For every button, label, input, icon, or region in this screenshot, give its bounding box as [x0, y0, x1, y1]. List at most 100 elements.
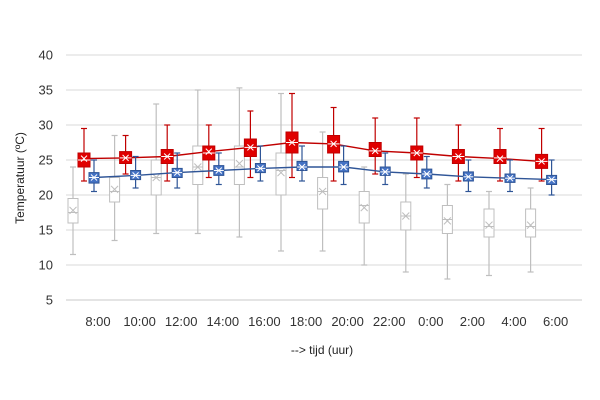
mean-marker	[371, 147, 379, 155]
mean-marker	[506, 174, 514, 182]
box	[213, 152, 225, 186]
box-iqr	[525, 208, 537, 238]
box	[296, 145, 308, 182]
box	[233, 87, 245, 238]
box-iqr	[233, 145, 245, 185]
mean-marker	[288, 139, 296, 146]
series-1	[77, 92, 549, 182]
box	[535, 127, 549, 182]
box-iqr	[483, 208, 495, 238]
x-tick-label: 2:00	[460, 314, 485, 329]
box	[451, 124, 465, 182]
mean-marker	[360, 203, 369, 212]
mean-marker	[173, 169, 181, 176]
x-tick-label: 16:00	[248, 314, 281, 329]
box	[317, 131, 329, 252]
mean-line	[93, 166, 552, 181]
x-tick-label: 0:00	[418, 314, 443, 329]
mean-marker	[205, 148, 213, 155]
box	[525, 187, 537, 273]
box	[462, 159, 474, 193]
x-tick-label: 6:00	[543, 314, 568, 329]
box	[504, 159, 516, 193]
box	[130, 155, 142, 189]
box	[254, 145, 266, 182]
box	[493, 127, 507, 182]
x-tick-label: 4:00	[501, 314, 526, 329]
mean-marker	[247, 144, 254, 151]
box	[88, 159, 100, 193]
mean-marker	[496, 155, 504, 162]
y-tick-labels: 5 10 15 20 25 30 35 40	[39, 48, 53, 308]
mean-marker	[548, 176, 555, 183]
box	[285, 92, 299, 179]
box	[192, 89, 204, 235]
mean-marker	[257, 165, 264, 172]
box	[171, 152, 183, 189]
mean-marker	[330, 140, 337, 148]
box	[358, 166, 370, 266]
box-iqr	[192, 145, 204, 185]
y-tick-label: 40	[39, 48, 53, 63]
series-2	[88, 145, 558, 196]
mean-marker	[80, 155, 88, 162]
box	[202, 124, 216, 179]
box-iqr	[317, 177, 329, 210]
mean-marker	[215, 167, 223, 174]
mean-marker	[235, 159, 244, 168]
mean-marker	[485, 221, 493, 229]
series-0	[67, 87, 537, 280]
mean-marker	[381, 168, 389, 176]
mean-marker	[152, 173, 161, 182]
box	[546, 159, 558, 196]
box	[368, 117, 382, 175]
y-tick-label: 5	[46, 293, 53, 308]
y-tick-label: 15	[39, 223, 53, 238]
mean-marker	[193, 163, 202, 171]
mean-marker	[69, 206, 77, 215]
x-tick-labels: 8:00 10:00 12:00 14:00 16:00 18:00 20:00 22:00 0…	[85, 314, 568, 329]
mean-marker	[163, 153, 171, 160]
mean-marker	[298, 163, 306, 171]
mean-marker	[465, 173, 472, 181]
box	[421, 155, 433, 189]
y-tick-label: 20	[39, 188, 53, 203]
mean-marker	[401, 212, 410, 220]
mean-marker	[538, 158, 545, 165]
box	[109, 134, 121, 242]
box	[160, 124, 174, 182]
box-iqr	[275, 152, 287, 196]
x-tick-label: 18:00	[290, 314, 323, 329]
box	[119, 134, 133, 175]
mean-marker	[90, 174, 98, 181]
series-layer	[67, 87, 558, 280]
box-iqr	[368, 142, 382, 157]
box	[243, 110, 257, 179]
y-tick-label: 30	[39, 118, 53, 133]
box	[410, 117, 424, 179]
mean-marker	[455, 153, 462, 160]
mean-marker	[122, 154, 129, 162]
box-iqr	[296, 160, 308, 171]
box	[483, 190, 495, 277]
x-tick-label: 20:00	[331, 314, 364, 329]
mean-marker	[413, 149, 421, 157]
mean-marker	[318, 187, 327, 196]
box	[327, 106, 341, 182]
x-tick-label: 8:00	[85, 314, 110, 329]
x-tick-label: 12:00	[165, 314, 198, 329]
mean-marker	[110, 185, 119, 194]
x-axis-title: --> tijd (uur)	[291, 343, 353, 357]
box	[275, 92, 287, 252]
y-tick-label: 35	[39, 83, 53, 98]
box	[150, 103, 162, 235]
mean-marker	[423, 170, 431, 178]
mean-line	[83, 141, 542, 163]
box	[400, 173, 412, 273]
box-iqr	[493, 149, 507, 164]
y-tick-label: 25	[39, 153, 53, 168]
mean-marker	[277, 168, 285, 177]
mean-marker	[132, 172, 139, 179]
mean-marker	[443, 217, 452, 225]
